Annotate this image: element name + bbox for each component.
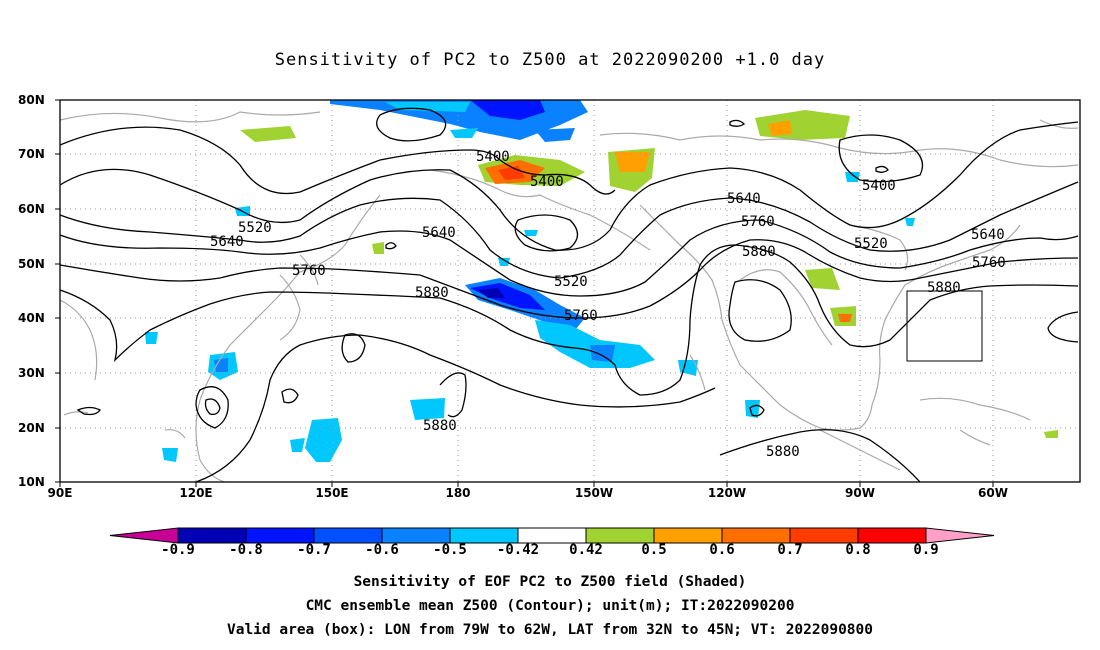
- contour-label: 5880: [927, 280, 961, 296]
- contour-label: 5640: [727, 191, 761, 207]
- colorbar-label: -0.7: [297, 542, 331, 558]
- colorbar-segment: [245, 527, 315, 544]
- lat-label: 50N: [18, 257, 45, 271]
- colorbar-segment: [789, 527, 859, 544]
- lat-label: 60N: [18, 202, 45, 216]
- valid-area-box: [906, 290, 983, 362]
- colorbar: [109, 527, 995, 544]
- contour-label: 5400: [862, 178, 896, 194]
- map-title: Sensitivity of PC2 to Z500 at 2022090200…: [274, 50, 826, 70]
- colorbar-label: -0.5: [433, 542, 467, 558]
- lon-ticks: [55, 99, 994, 487]
- colorbar-label: 0.8: [845, 542, 871, 558]
- colorbar-segment: [177, 527, 247, 544]
- contour-label: 5520: [854, 236, 888, 252]
- contour-label: 5880: [415, 285, 449, 301]
- shading-layer: [145, 100, 1058, 462]
- lon-label: 90W: [845, 486, 875, 500]
- contour-label: 5760: [564, 308, 598, 324]
- lat-label: 20N: [18, 421, 45, 435]
- contour-label: 5520: [238, 220, 272, 236]
- colorbar-segment: [313, 527, 383, 544]
- colorbar-label: 0.9: [913, 542, 939, 558]
- contour-label: 5880: [423, 418, 457, 434]
- colorbar-label: 0.7: [777, 542, 803, 558]
- colorbar-segment: [449, 527, 519, 544]
- lon-label: 180: [445, 486, 471, 500]
- lon-label: 150W: [574, 486, 614, 500]
- colorbar-extend-low: [109, 527, 179, 544]
- colorbar-segment: [517, 527, 587, 544]
- caption-line-2: CMC ensemble mean Z500 (Contour); unit(m…: [305, 598, 795, 614]
- lat-label: 10N: [18, 475, 45, 489]
- lon-label: 120W: [707, 486, 747, 500]
- lon-label: 90E: [47, 486, 73, 500]
- contour-label: 5400: [530, 174, 564, 190]
- z500-contours: [59, 107, 1079, 483]
- lat-label: 70N: [18, 147, 45, 161]
- contour-label: 5400: [476, 149, 510, 165]
- caption-line-3: Valid area (box): LON from 79W to 62W, L…: [226, 622, 873, 638]
- colorbar-label: 0.42: [569, 542, 603, 558]
- colorbar-extend-high: [925, 527, 995, 544]
- lon-label: 120E: [179, 486, 213, 500]
- caption-line-1: Sensitivity of EOF PC2 to Z500 field (Sh…: [353, 574, 747, 590]
- colorbar-segment: [381, 527, 451, 544]
- contour-label: 5880: [766, 444, 800, 460]
- colorbar-label: -0.9: [161, 542, 195, 558]
- map-frame: [59, 99, 1081, 483]
- colorbar-segment: [857, 527, 927, 544]
- contour-label: 5520: [554, 274, 588, 290]
- contour-label: 5880: [742, 244, 776, 260]
- colorbar-segment: [721, 527, 791, 544]
- contour-label: 5760: [741, 214, 775, 230]
- colorbar-segment: [653, 527, 723, 544]
- lon-label: 150E: [315, 486, 349, 500]
- lon-label: 60W: [978, 486, 1008, 500]
- contour-label: 5640: [422, 225, 456, 241]
- lat-label: 80N: [18, 93, 45, 107]
- colorbar-label: -0.6: [365, 542, 399, 558]
- contour-label: 5640: [971, 227, 1005, 243]
- colorbar-label: 0.5: [641, 542, 667, 558]
- colorbar-label: 0.6: [709, 542, 735, 558]
- colorbar-label: -0.42: [496, 542, 540, 558]
- contour-label: 5640: [210, 234, 244, 250]
- colorbar-segment: [585, 527, 655, 544]
- contour-labels: 5400 5400 5400 5520 5520 5520 5640 5640 …: [210, 149, 1006, 460]
- contour-label: 5760: [972, 255, 1006, 271]
- colorbar-label: -0.8: [229, 542, 263, 558]
- contour-label: 5760: [292, 263, 326, 279]
- lat-label: 30N: [18, 366, 45, 380]
- lat-label: 40N: [18, 311, 45, 325]
